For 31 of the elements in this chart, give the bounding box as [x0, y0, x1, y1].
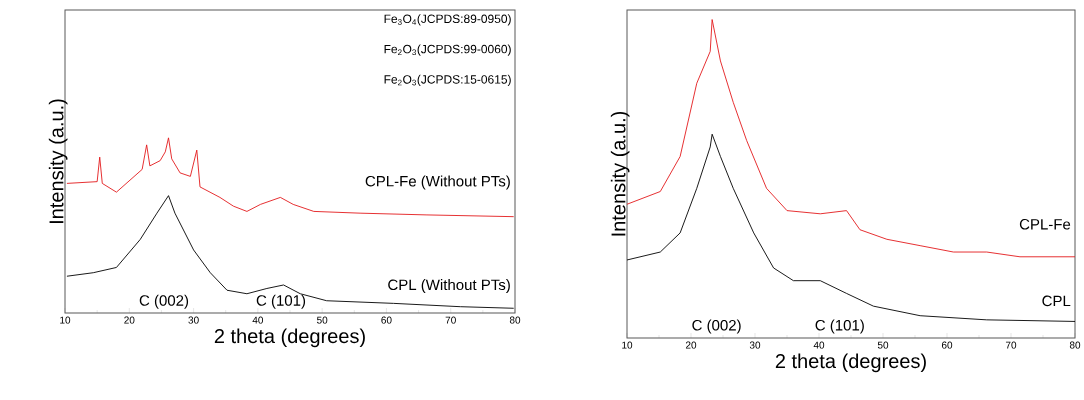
- x-axis-title: 2 theta (degrees): [775, 353, 926, 373]
- x-tick-label: 10: [60, 316, 71, 324]
- x-tick-label: 70: [445, 316, 456, 324]
- text: Fe$_{3}$O$_{4}$(JCPDS:89-0950): [384, 14, 511, 26]
- x-tick-label: 30: [188, 316, 199, 324]
- series-label: CPL-Fe (Without PTs): [365, 175, 510, 190]
- x-tick-label: 20: [685, 341, 697, 349]
- x-tick-label: 30: [749, 341, 761, 349]
- x-tick-label: 60: [381, 316, 392, 324]
- x-axis-title: 2 theta (degrees): [214, 328, 365, 348]
- x-tick-label: 50: [316, 316, 328, 324]
- text: Fe$_{2}$O$_{3}$(JCPDS:15-0615): [384, 74, 511, 87]
- x-tick-label: 40: [252, 316, 264, 324]
- x-tick-label: 80: [509, 316, 521, 324]
- annotation: C (002): [139, 294, 189, 309]
- x-tick-label: 70: [1005, 341, 1017, 349]
- annotation: C (101): [815, 319, 864, 334]
- text: Fe$_{2}$O$_{3}$(JCPDS:99-0060): [384, 44, 511, 56]
- series-label: CPL: [1042, 295, 1071, 307]
- series-label: CPL (Without PTs): [388, 279, 510, 294]
- x-tick-label: 40: [813, 341, 825, 349]
- y-axis-title: Intensity (a.u.): [610, 111, 630, 236]
- x-tick-label: 60: [941, 341, 953, 349]
- x-tick-label: 20: [124, 316, 135, 324]
- x-tick-label: 10: [622, 341, 633, 349]
- x-tick-label: 50: [877, 341, 889, 349]
- annotation: C (101): [256, 294, 306, 309]
- series-label: CPL-Fe: [1019, 218, 1071, 230]
- x-tick-label: 80: [1069, 341, 1081, 349]
- y-axis-title: Intensity (a.u.): [48, 99, 68, 224]
- annotation: C (002): [692, 319, 741, 334]
